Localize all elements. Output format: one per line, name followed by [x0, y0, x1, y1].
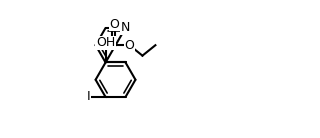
Text: O: O: [109, 18, 119, 31]
Text: I: I: [87, 91, 91, 104]
Text: N: N: [121, 21, 130, 34]
Text: O: O: [124, 39, 134, 52]
Text: OH: OH: [96, 36, 115, 49]
